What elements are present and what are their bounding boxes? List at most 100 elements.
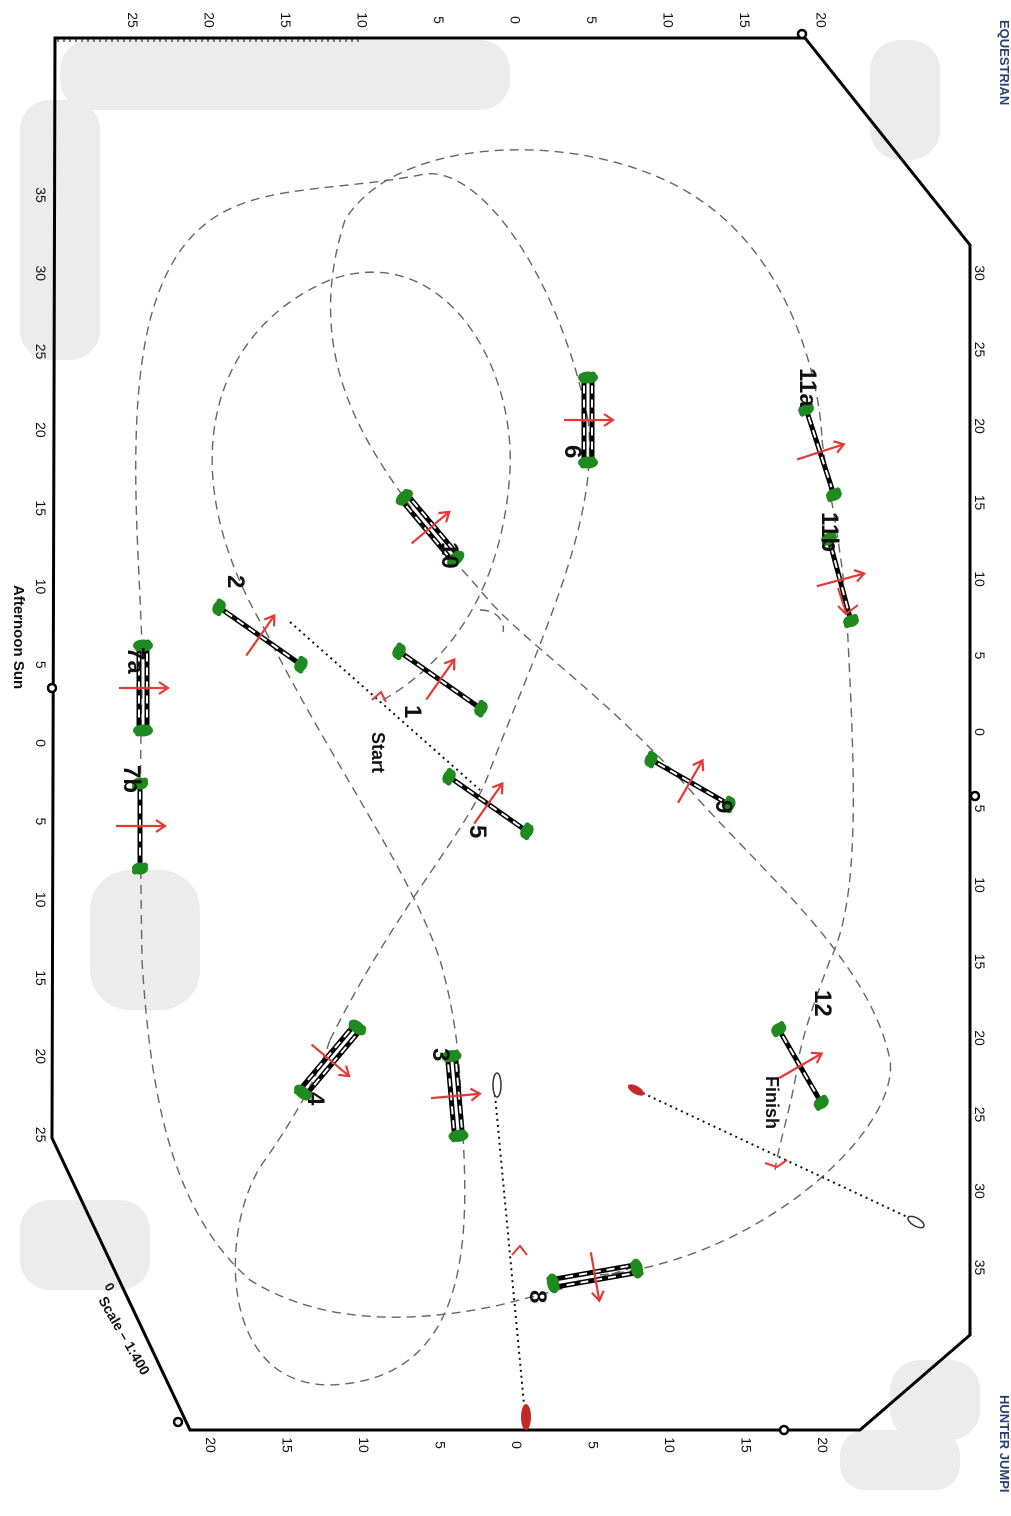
jump-standard-bush: [392, 643, 406, 659]
brand-top-text: EQUESTRIAN: [997, 20, 1011, 105]
ruler-tick-label: 0: [33, 739, 49, 747]
jump-direction-arrow: [473, 783, 503, 825]
ruler-tick-label: 20: [814, 12, 830, 28]
ruler-tick-label: 30: [972, 1183, 988, 1199]
ruler-tick-label: 10: [355, 12, 371, 28]
ruler-tick-label: 10: [972, 877, 988, 893]
jump-number-label: 11a: [794, 368, 821, 407]
jump-direction-arrow: [430, 1092, 480, 1100]
ruler-tick-label: 15: [737, 12, 753, 28]
course-path: [135, 149, 892, 1386]
ruler-right: 30 25 20 15 10 5 0 5 10 15 20 25 30 35: [972, 265, 988, 1275]
jump-number-label: 7b: [118, 765, 145, 793]
jump-standard-bush: [520, 823, 534, 839]
flag-markers: [492, 1072, 925, 1430]
ruler-tick-label: 25: [972, 342, 988, 358]
jump-number-label: 7a: [122, 647, 149, 674]
jump-6: [564, 371, 615, 469]
ruler-tick-label: 25: [33, 344, 49, 360]
ruler-tick-label: 15: [33, 500, 49, 516]
jump-number-label: 3: [427, 1048, 454, 1061]
ruler-tick-label: 35: [972, 1260, 988, 1276]
jump-9: [644, 750, 736, 814]
ruler-tick-label: 25: [125, 12, 141, 28]
jump-direction-arrow: [310, 1043, 350, 1077]
finish-label: Finish: [762, 1076, 782, 1129]
jump-number-label: 8: [524, 1290, 551, 1303]
jump-7b: [116, 777, 167, 875]
ruler-tick-label: 10: [661, 12, 677, 28]
ruler-tick-label: 5: [33, 818, 49, 826]
background-smudges: [20, 40, 980, 1490]
ruler-tick-label: 20: [202, 12, 218, 28]
jump-8: [546, 1252, 644, 1303]
ruler-tick-label: 10: [33, 579, 49, 595]
jump-number-label: 12: [809, 990, 836, 1017]
jump-standard-bush: [212, 599, 226, 615]
ruler-tick-label: 5: [586, 1441, 602, 1449]
ruler-tick-label: 20: [33, 1049, 49, 1065]
jump-12: [771, 1021, 829, 1111]
jump-number-label: 1: [399, 705, 426, 718]
jump-direction-arrow: [410, 511, 450, 545]
ruler-tick-label: 15: [33, 970, 49, 986]
ruler-tick-label: 25: [33, 1127, 49, 1143]
ruler-tick-label: 20: [33, 422, 49, 438]
jump-7a: [119, 639, 170, 737]
start-label: Start: [368, 732, 388, 773]
jump-standard-bush: [826, 488, 842, 502]
jump-10: [395, 488, 465, 568]
start-finish-lines: [289, 621, 919, 1416]
afternoon-sun-label: Afternoon Sun: [10, 585, 27, 689]
corner-markers: [46, 28, 981, 1436]
jump-standard-bush: [644, 751, 658, 768]
ruler-tick-label: 10: [33, 892, 49, 908]
jump-11a: [796, 401, 846, 503]
jump-number-label: 2: [222, 575, 249, 588]
ruler-tick-label: 30: [33, 266, 49, 282]
jump-standard-bush: [294, 1084, 312, 1101]
ruler-tick-label: 35: [33, 187, 49, 203]
ruler-tick-label: 0: [972, 728, 988, 736]
ruler-tick-label: 15: [280, 1437, 296, 1453]
jump-direction-arrow: [778, 1053, 822, 1079]
ruler-tick-label: 5: [431, 16, 447, 24]
jump-standard-bush: [813, 1096, 829, 1110]
ruler-tick-label: 10: [356, 1437, 372, 1453]
jump-direction-arrow: [796, 443, 844, 461]
jump-standard-bush: [474, 701, 488, 717]
ruler-tick-label: 5: [33, 661, 49, 669]
brand-bottom-text: HUNTER JUMPI: [997, 1395, 1011, 1493]
jump-number-label: 5: [464, 825, 491, 838]
jump-1: [392, 642, 488, 718]
jump-11b: [816, 531, 867, 629]
ruler-tick-label: 0: [508, 16, 524, 24]
jump-direction-arrow: [816, 572, 864, 588]
jump-direction-arrow: [425, 659, 455, 701]
jump-direction-arrow: [677, 760, 703, 804]
jump-standard-bush: [771, 1022, 787, 1036]
jump-standard-bush: [442, 769, 456, 785]
ruler-tick-label: 10: [662, 1437, 678, 1453]
direction-arrows: [371, 587, 859, 1256]
jump-standard-bush: [630, 1258, 644, 1279]
jump-number-label: 10: [436, 542, 463, 569]
jump-number-label: 4: [302, 1092, 329, 1106]
ruler-left: 35 30 25 20 15 10 5 0 5 10 15 20 25: [33, 187, 49, 1142]
jump-direction-arrow: [245, 615, 275, 657]
ruler-tick-label: 0: [509, 1441, 525, 1449]
ruler-tick-label: 20: [815, 1437, 831, 1453]
ruler-tick-label: 5: [433, 1441, 449, 1449]
jump-number-label: 9: [710, 800, 737, 813]
ruler-top: 25 20 15 10 5 0 5 10 15 20: [57, 12, 830, 42]
ruler-tick-label: 15: [278, 12, 294, 28]
ruler-tick-label: 30: [972, 265, 988, 281]
ruler-tick-label: 15: [739, 1437, 755, 1453]
ruler-tick-label: 20: [203, 1437, 219, 1453]
jump-standard-bush: [294, 657, 308, 673]
jump-number-label: 11b: [816, 512, 843, 552]
ruler-tick-label: 5: [972, 805, 988, 813]
ruler-tick-label: 20: [972, 1030, 988, 1046]
